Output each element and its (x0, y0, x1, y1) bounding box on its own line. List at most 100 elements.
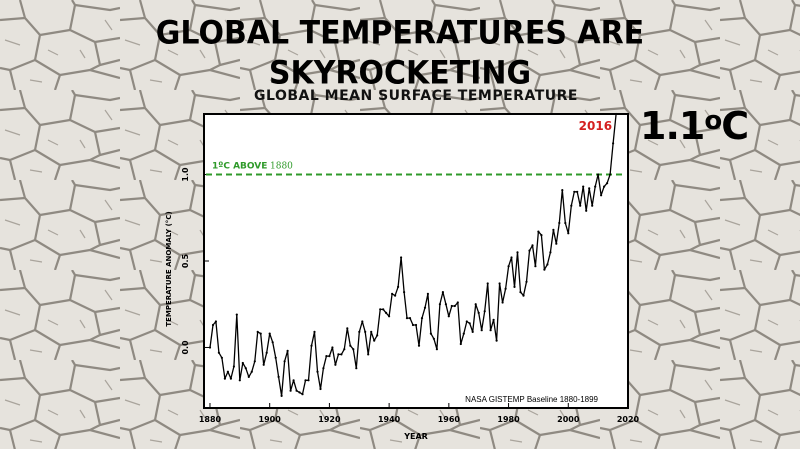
data-point (244, 367, 247, 370)
data-point (238, 379, 241, 382)
data-point (594, 185, 597, 188)
data-point (223, 377, 226, 380)
data-point (385, 311, 388, 314)
data-point (477, 311, 480, 314)
data-point (208, 346, 212, 349)
data-point (447, 315, 450, 318)
data-point (582, 185, 585, 188)
data-point (555, 242, 558, 245)
data-point (253, 360, 256, 363)
data-point (289, 389, 292, 392)
data-point (429, 332, 432, 335)
data-point (438, 303, 441, 306)
y-tick-label: 0.0 (181, 340, 190, 355)
highlight-year-label: 2016 (579, 119, 612, 133)
data-point (355, 367, 358, 370)
data-point (337, 353, 340, 356)
data-point (391, 292, 394, 295)
data-point (585, 209, 588, 212)
data-point (241, 361, 244, 365)
data-point (358, 330, 361, 333)
threshold-label: 1ºC ABOVE (212, 162, 267, 172)
x-axis-label: YEAR (403, 432, 428, 441)
data-point (525, 280, 528, 283)
x-tick-label: 1880 (199, 415, 222, 424)
data-point (423, 306, 427, 309)
data-point (247, 375, 250, 378)
data-point (313, 330, 316, 333)
data-point (570, 204, 573, 207)
data-point (408, 317, 412, 320)
data-point (343, 348, 346, 351)
data-point (612, 142, 615, 145)
data-point (325, 355, 328, 358)
data-point (388, 315, 391, 318)
data-point (459, 342, 462, 346)
data-point (277, 375, 280, 378)
data-point (376, 334, 379, 337)
data-point (256, 330, 259, 333)
x-tick-label: 1900 (259, 415, 282, 424)
data-point (522, 294, 525, 297)
data-point (340, 353, 343, 356)
data-point (334, 363, 337, 366)
data-point (543, 268, 546, 271)
x-tick-label: 1960 (438, 415, 461, 424)
data-point (606, 182, 609, 185)
data-point (373, 339, 376, 342)
data-point (307, 379, 310, 382)
data-point (211, 323, 215, 327)
series-temperature (208, 112, 618, 397)
data-point (519, 291, 522, 294)
data-point (411, 323, 415, 327)
headline-line-2: SKYROCKETING (268, 54, 532, 93)
source-note: NASA GISTEMP Baseline 1880-1899 (465, 395, 598, 404)
threshold-year-label: 1880 (270, 162, 293, 172)
data-point (609, 173, 612, 176)
data-point (591, 204, 594, 207)
data-point (310, 344, 313, 347)
data-point (349, 344, 352, 347)
data-point (567, 232, 570, 235)
data-point (507, 265, 510, 268)
data-point (286, 349, 289, 352)
data-point (504, 287, 507, 290)
data-point (573, 190, 576, 193)
x-tick-label: 2020 (617, 415, 640, 424)
data-point (528, 249, 531, 252)
data-point (531, 244, 534, 247)
data-point (319, 387, 322, 391)
x-tick-label: 2000 (557, 415, 580, 424)
data-point (426, 292, 429, 295)
data-point (301, 393, 304, 396)
data-point (382, 308, 385, 311)
big-value-unit: C (721, 104, 749, 148)
data-point (367, 353, 370, 356)
y-tick-label: 1.0 (181, 167, 190, 182)
data-point (420, 317, 424, 320)
data-point (441, 291, 444, 294)
data-point (564, 221, 567, 225)
data-point (600, 194, 603, 197)
data-point (250, 370, 253, 373)
data-point (501, 301, 504, 304)
data-point (588, 187, 591, 190)
data-point (597, 173, 600, 176)
data-point (262, 363, 265, 366)
degree-symbol: o (704, 106, 722, 136)
data-point (316, 370, 319, 373)
data-point (268, 332, 271, 335)
data-point (364, 330, 367, 333)
data-point (214, 320, 217, 323)
data-point (549, 251, 552, 254)
data-point (397, 285, 400, 288)
x-tick-label: 1920 (318, 415, 341, 424)
data-point (328, 355, 331, 358)
data-point (394, 294, 397, 297)
data-point (558, 221, 561, 225)
data-point (471, 330, 474, 333)
data-point (576, 190, 579, 193)
data-point (465, 320, 468, 323)
data-point (379, 308, 382, 311)
